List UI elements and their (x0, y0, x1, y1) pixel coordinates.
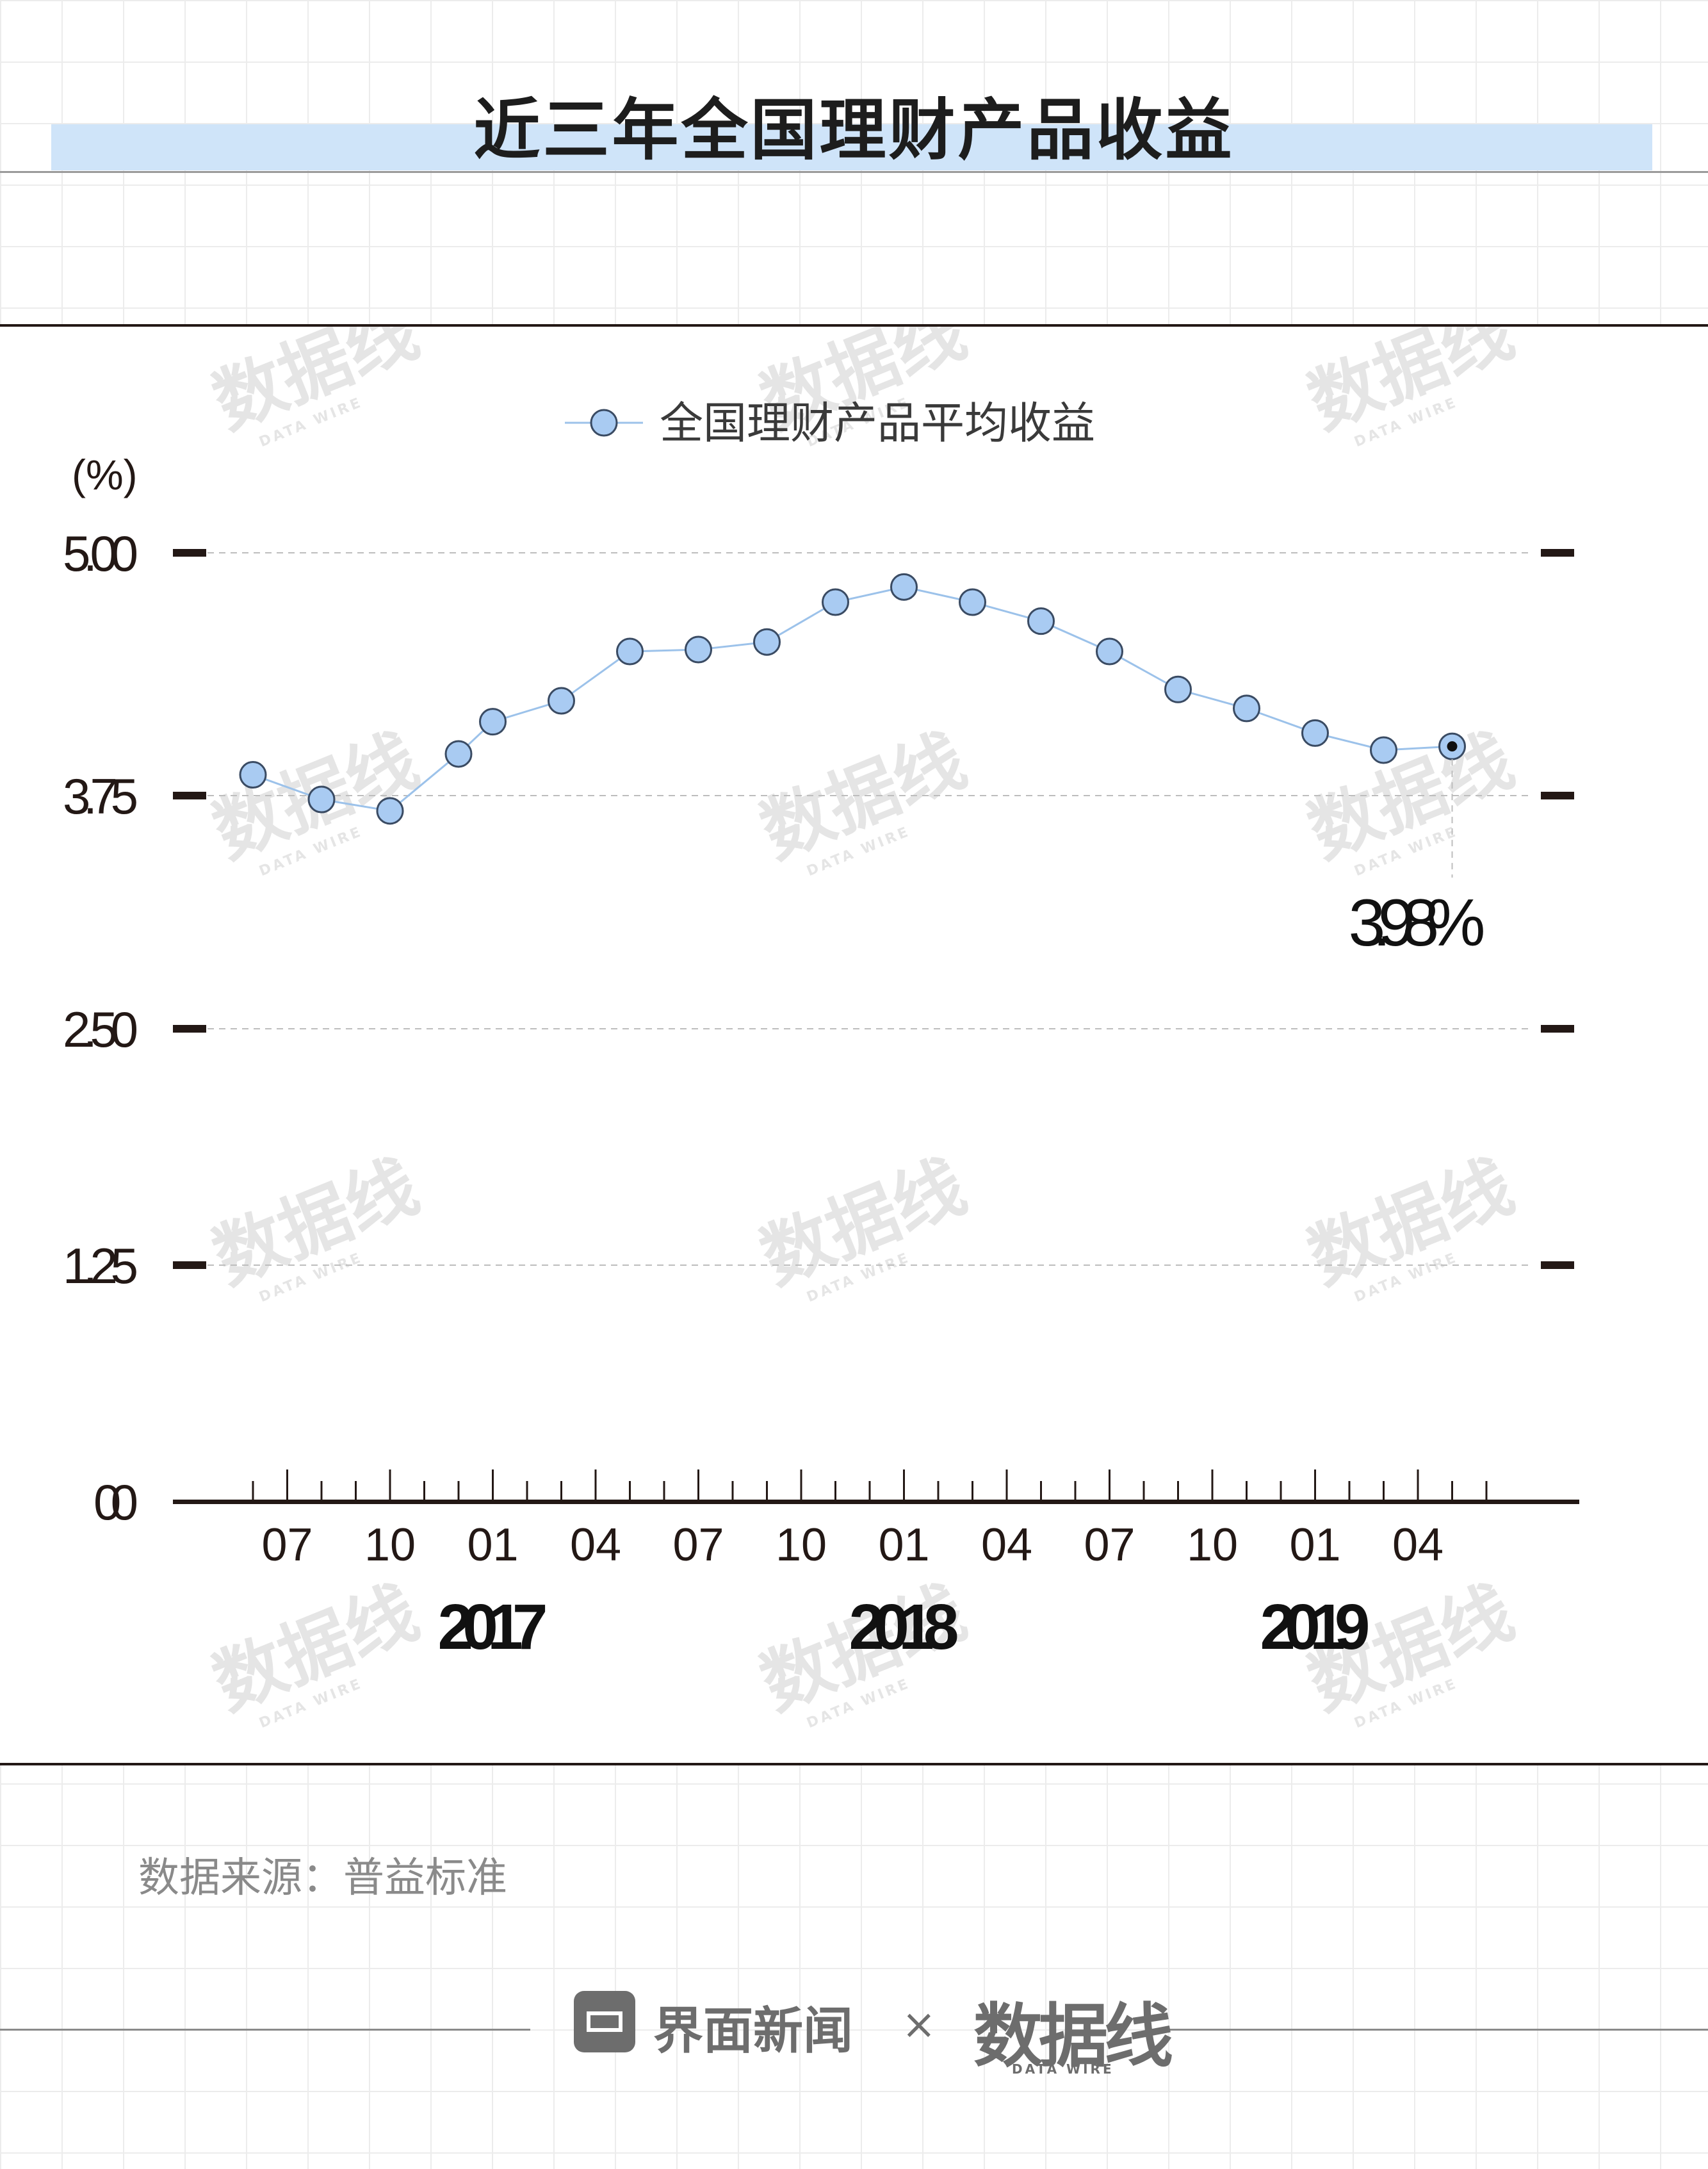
y-tick-mark-right (1541, 1261, 1574, 1269)
x-axis-line (173, 1500, 1579, 1504)
year-label: 2017 (438, 1591, 548, 1663)
year-label: 2018 (849, 1591, 959, 1663)
partner-logo: 数据线 (973, 1996, 1173, 2077)
y-tick-labels: 5.00 3.75 2.50 1.25 00 (63, 525, 138, 1530)
y-axis-unit: (%) (72, 451, 138, 498)
brand-logo-icon (574, 1991, 635, 2052)
y-tick-label: 2.50 (63, 1001, 138, 1058)
data-point (1027, 607, 1055, 635)
chart-title: 近三年全国理财产品收益 (473, 91, 1235, 169)
brand-name: 界面新闻 (653, 2002, 854, 2060)
last-point-dot (1447, 741, 1458, 752)
y-tick-mark-left (173, 1261, 206, 1269)
title-band (51, 124, 1652, 170)
series-points (239, 573, 1466, 825)
x-tick-label: 10 (1187, 1519, 1238, 1571)
x-tick-label: 01 (878, 1519, 929, 1571)
y-tick-label: 3.75 (63, 768, 138, 824)
y-tick-mark-left (173, 792, 206, 799)
footer-line-right (1166, 2029, 1708, 2031)
x-tick-label: 07 (1084, 1519, 1135, 1571)
x-tick-label: 07 (672, 1519, 724, 1571)
x-tick-label: 01 (467, 1519, 518, 1571)
data-point (1164, 675, 1192, 703)
annotation: 3.98% (1349, 741, 1486, 960)
footer: 界面新闻 × 数据线 DATA WIRE (0, 1979, 1708, 2082)
y-tick-mark-left (173, 1025, 206, 1033)
data-point (307, 785, 336, 814)
x-tick-label: 10 (364, 1519, 416, 1571)
y-grid (173, 549, 1574, 1269)
x-tick-label: 07 (261, 1519, 313, 1571)
data-point (1233, 694, 1260, 723)
data-point (1301, 719, 1329, 747)
title-rule (0, 171, 1708, 173)
x-axis (173, 1469, 1579, 1504)
y-tick-label: 5.00 (63, 525, 138, 582)
y-tick-label: 00 (94, 1474, 138, 1530)
y-tick-mark-right (1541, 1025, 1574, 1033)
partner-logo-sub: DATA WIRE (1012, 2061, 1114, 2077)
y-tick-mark-right (1541, 549, 1574, 557)
data-point (616, 637, 644, 666)
data-source: 数据来源：普益标准 (138, 1854, 507, 1902)
x-tick-label: 01 (1289, 1519, 1340, 1571)
data-point (376, 797, 404, 825)
data-point (822, 588, 849, 616)
data-point (479, 708, 507, 736)
data-point (685, 635, 712, 664)
data-point (890, 573, 918, 601)
data-point (753, 628, 781, 656)
data-point (444, 740, 473, 768)
year-labels: 2017 2018 2019 (438, 1591, 1370, 1663)
x-tick-label: 04 (981, 1519, 1032, 1571)
data-point (239, 761, 267, 789)
chart-panel: 数据线 DATA WIRE 数据线 DATA WIRE 数据线 DATA WIRE 数据线 D… (0, 324, 1708, 1765)
data-point (548, 687, 575, 715)
legend: 全国理财产品平均收益 (565, 398, 1095, 449)
y-tick-mark-right (1541, 792, 1574, 799)
times-sign: × (902, 2001, 936, 2049)
legend-label: 全国理财产品平均收益 (660, 398, 1095, 449)
x-tick-label: 04 (1392, 1519, 1444, 1571)
data-point (959, 588, 986, 616)
x-tick-label: 10 (776, 1519, 827, 1571)
legend-marker (590, 409, 618, 437)
footer-line-left (0, 2029, 530, 2031)
x-tick-label: 04 (570, 1519, 621, 1571)
data-point (1370, 736, 1397, 764)
y-tick-label: 1.25 (63, 1238, 138, 1294)
x-tick-labels: 07 10 01 04 07 10 01 04 07 10 01 04 (261, 1519, 1444, 1571)
y-tick-mark-left (173, 549, 206, 557)
data-point (1096, 637, 1123, 666)
annotation-label: 3.98% (1349, 886, 1486, 960)
year-label: 2019 (1260, 1591, 1370, 1663)
